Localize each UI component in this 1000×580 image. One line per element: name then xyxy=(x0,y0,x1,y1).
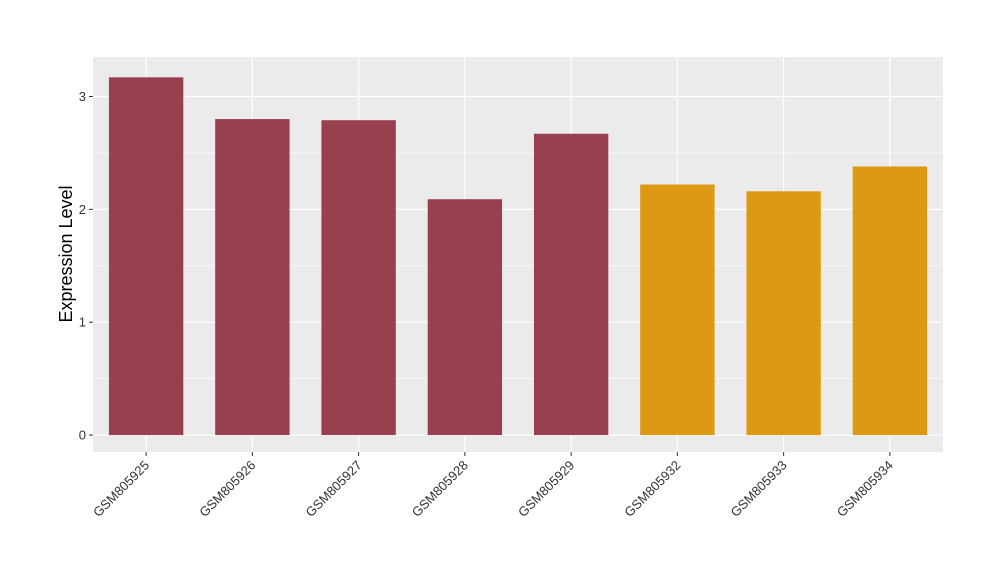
x-tick-label: GSM805928 xyxy=(409,458,471,520)
bar-GSM805934 xyxy=(852,166,928,436)
y-tick-label: 0 xyxy=(79,428,86,443)
x-tick-label: GSM805934 xyxy=(834,458,896,520)
bar-GSM805926 xyxy=(215,119,290,436)
bar-GSM805932 xyxy=(640,184,715,436)
x-tick-label: GSM805925 xyxy=(90,458,152,520)
bar-GSM805933 xyxy=(746,191,821,436)
x-tick-label: GSM805926 xyxy=(196,458,258,520)
y-tick-label: 1 xyxy=(79,315,86,330)
y-tick-label: 3 xyxy=(79,89,86,104)
y-axis: 0 1 2 3 xyxy=(79,89,93,443)
x-tick-label: GSM805932 xyxy=(621,458,683,520)
x-tick-label: GSM805927 xyxy=(303,458,365,520)
bar-GSM805929 xyxy=(533,133,609,436)
bars xyxy=(108,77,928,436)
bar-GSM805925 xyxy=(108,77,184,436)
x-tick-label: GSM805933 xyxy=(728,458,790,520)
x-tick-label: GSM805929 xyxy=(515,458,577,520)
bar-GSM805927 xyxy=(321,120,396,436)
bar-GSM805928 xyxy=(427,199,503,436)
y-tick-label: 2 xyxy=(79,202,86,217)
y-axis-title: Expression Level xyxy=(56,185,76,322)
x-axis: GSM805925 GSM805926 GSM805927 GSM805928 GSM8… xyxy=(90,452,896,520)
